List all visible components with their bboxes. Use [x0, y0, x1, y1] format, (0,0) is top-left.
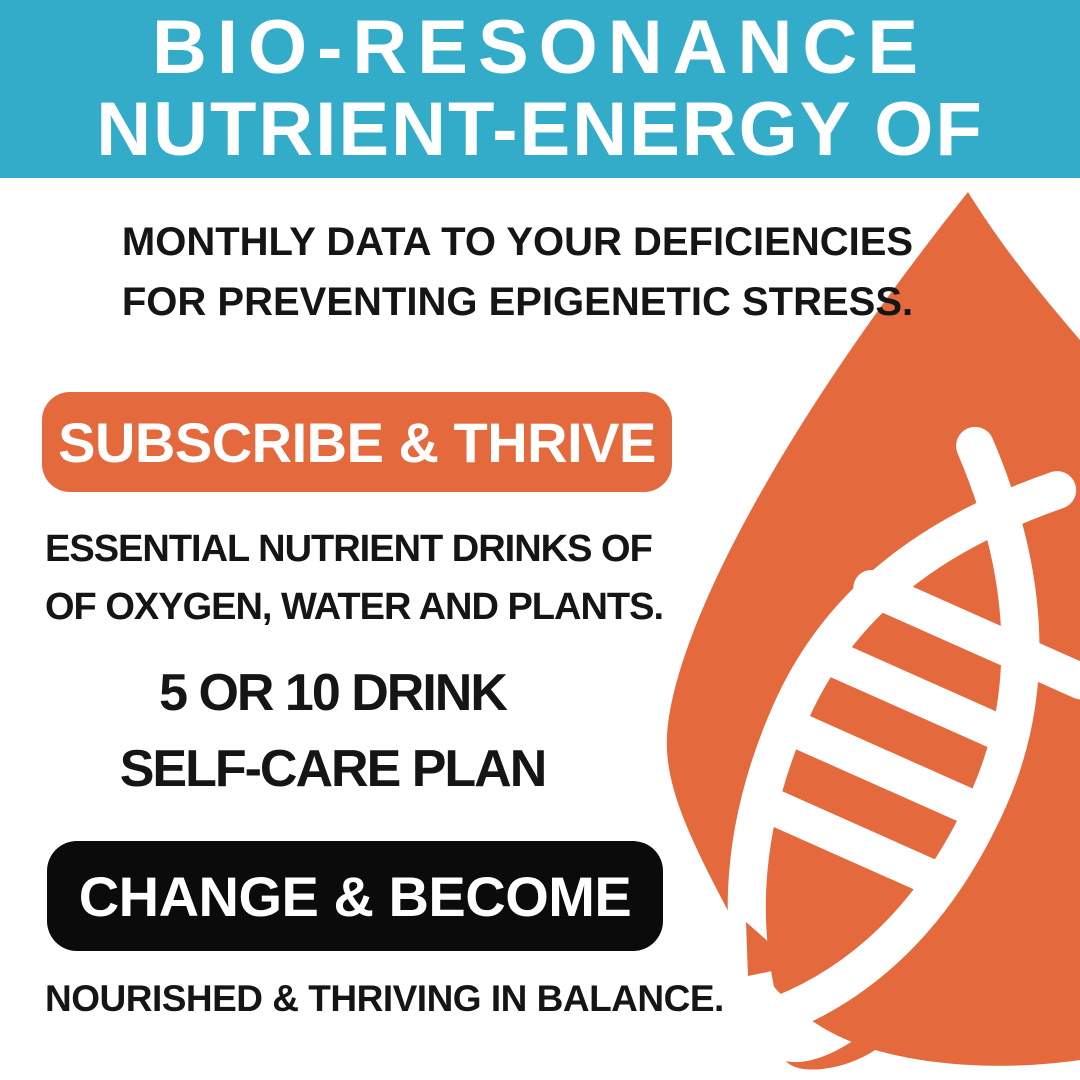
leaf-notch-wedge — [746, 922, 796, 976]
leaf-stem — [786, 1026, 878, 1070]
change-button[interactable]: CHANGE & BECOME — [47, 841, 663, 951]
essential-line2: OF OXYGEN, WATER AND PLANTS. — [45, 586, 664, 628]
essential-line1: ESSENTIAL NUTRIENT DRINKS OF — [45, 528, 653, 570]
subscribe-button-label: SUBSCRIBE & THRIVE — [58, 410, 656, 474]
footer-line1: NOURISHED & THRIVING IN BALANCE. — [45, 978, 724, 1019]
plan-line2: SELF-CARE PLAN — [119, 740, 548, 798]
intro-paragraph: MONTHLY DATA TO YOUR DEFICIENCIES FOR PR… — [0, 212, 1035, 332]
banner-title-line2: NUTRIENT-ENERGY OF — [96, 87, 984, 172]
plan-line1: 5 OR 10 DRINK — [159, 664, 508, 722]
intro-line2: FOR PREVENTING EPIGENETIC STRESS. — [121, 280, 914, 324]
essential-text: ESSENTIAL NUTRIENT DRINKS OF OF OXYGEN, … — [45, 520, 664, 636]
plan-headline: 5 OR 10 DRINK SELF-CARE PLAN — [0, 655, 665, 807]
banner-title-line1: BIO-RESONANCE — [151, 5, 929, 90]
footer-tagline: NOURISHED & THRIVING IN BALANCE. — [45, 978, 724, 1020]
subscribe-button[interactable]: SUBSCRIBE & THRIVE — [42, 392, 672, 492]
change-button-label: CHANGE & BECOME — [78, 864, 632, 928]
header-banner: BIO-RESONANCE NUTRIENT-ENERGY OF — [0, 0, 1080, 178]
intro-line1: MONTHLY DATA TO YOUR DEFICIENCIES — [121, 220, 914, 264]
